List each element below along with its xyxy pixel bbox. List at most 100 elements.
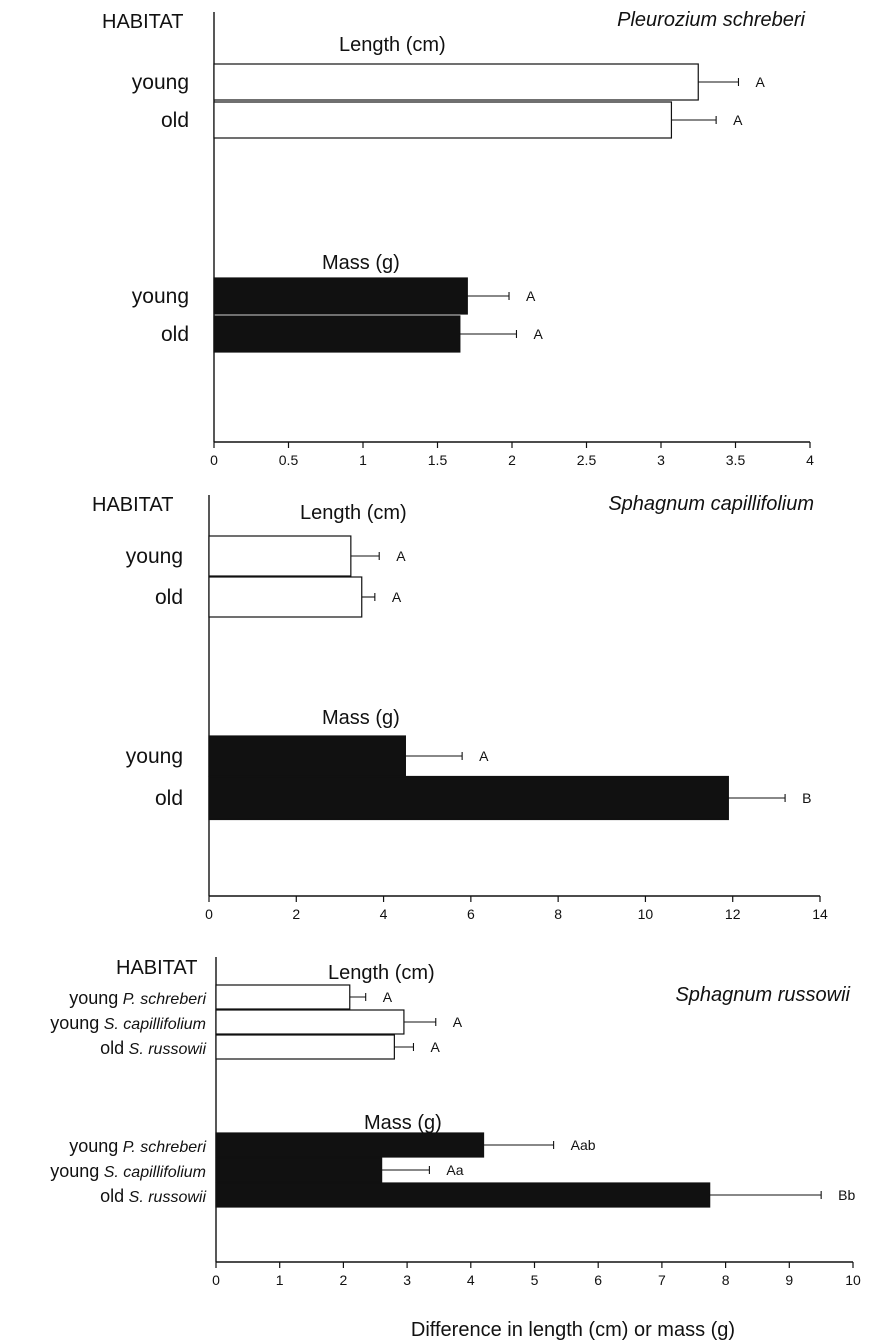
habitat-label: old (161, 323, 189, 346)
bar (208, 735, 406, 777)
category-label: young P. schreberi (69, 988, 206, 1008)
x-tick-label: 3 (657, 452, 665, 468)
significance-letter: A (430, 1039, 440, 1055)
x-tick-label: 10 (845, 1272, 861, 1288)
category-label: young P. schreberi (69, 1136, 206, 1156)
category-label: young (132, 71, 189, 94)
significance-letter: A (383, 989, 393, 1005)
significance-letter: A (755, 74, 765, 90)
bar (215, 1132, 485, 1158)
significance-letter: A (453, 1014, 463, 1030)
significance-letter: B (802, 790, 811, 806)
bar (215, 1182, 711, 1208)
x-axis-label: Difference in length (cm) or mass (g) (411, 1319, 735, 1341)
category-label: young S. capillifolium (50, 1013, 206, 1033)
x-tick-label: 2 (292, 906, 300, 922)
bar (213, 101, 673, 139)
bar (215, 984, 351, 1010)
x-tick-label: 5 (531, 1272, 539, 1288)
habitat-label: young (69, 1136, 118, 1156)
bar (215, 1157, 383, 1183)
group-label-mass: Mass (g) (364, 1112, 442, 1134)
bar (213, 277, 468, 315)
x-tick-label: 4 (467, 1272, 475, 1288)
x-tick-label: 0 (205, 906, 213, 922)
species-label: S. russowii (124, 1189, 206, 1206)
significance-letter: A (526, 288, 536, 304)
x-tick-label: 9 (785, 1272, 793, 1288)
x-tick-label: 4 (380, 906, 388, 922)
habitat-heading: HABITAT (116, 957, 197, 979)
panel-pleurozium-schreberi: HABITAT Pleurozium schreberi Length (cm)… (102, 9, 814, 468)
habitat-label: old (100, 1038, 124, 1058)
habitat-label: young (126, 745, 183, 768)
habitat-label: old (161, 109, 189, 132)
significance-letter: A (733, 112, 743, 128)
bar (208, 775, 729, 821)
habitat-label: young (69, 988, 118, 1008)
significance-letter: A (396, 548, 406, 564)
x-tick-label: 0.5 (279, 452, 299, 468)
habitat-label: young (132, 285, 189, 308)
habitat-label: young (126, 545, 183, 568)
significance-letter: Aa (446, 1162, 463, 1178)
x-tick-label: 10 (638, 906, 654, 922)
significance-letter: A (392, 589, 402, 605)
species-label: S. capillifolium (99, 1164, 206, 1181)
panel-sphagnum-russowii: HABITAT Sphagnum russowii Length (cm) Ma… (50, 957, 861, 1341)
category-label: young S. capillifolium (50, 1161, 206, 1181)
x-tick-label: 3.5 (726, 452, 746, 468)
x-tick-label: 7 (658, 1272, 666, 1288)
habitat-label: young (50, 1161, 99, 1181)
significance-letter: A (533, 326, 543, 342)
group-label-length: Length (cm) (339, 34, 446, 56)
bar (213, 315, 461, 353)
habitat-label: young (50, 1013, 99, 1033)
group-label-length: Length (cm) (328, 962, 435, 984)
x-tick-label: 1.5 (428, 452, 448, 468)
panel-title: Sphagnum capillifolium (608, 493, 814, 515)
x-tick-label: 1 (359, 452, 367, 468)
x-tick-label: 0 (212, 1272, 220, 1288)
panel-title: Sphagnum russowii (675, 984, 850, 1006)
habitat-label: old (100, 1186, 124, 1206)
category-label: young (132, 285, 189, 308)
x-tick-label: 3 (403, 1272, 411, 1288)
category-label: old (155, 787, 183, 810)
significance-letter: Bb (838, 1187, 855, 1203)
x-tick-label: 6 (594, 1272, 602, 1288)
significance-letter: A (479, 748, 489, 764)
group-label-mass: Mass (g) (322, 252, 400, 274)
x-tick-label: 0 (210, 452, 218, 468)
group-label-length: Length (cm) (300, 502, 407, 524)
x-tick-label: 6 (467, 906, 475, 922)
x-tick-label: 4 (806, 452, 814, 468)
species-label: P. schreberi (118, 991, 206, 1008)
bar (213, 63, 699, 101)
habitat-heading: HABITAT (92, 494, 173, 516)
bar (215, 1009, 405, 1035)
significance-letter: Aab (571, 1137, 596, 1153)
category-label: old (155, 586, 183, 609)
x-tick-label: 2 (340, 1272, 348, 1288)
x-tick-label: 12 (725, 906, 741, 922)
category-label: old S. russowii (100, 1038, 206, 1058)
habitat-heading: HABITAT (102, 11, 183, 33)
category-label: young (126, 545, 183, 568)
bar (208, 576, 363, 618)
habitat-label: old (155, 586, 183, 609)
x-tick-label: 8 (722, 1272, 730, 1288)
bar (215, 1034, 395, 1060)
category-label: old S. russowii (100, 1186, 206, 1206)
category-label: young (126, 745, 183, 768)
habitat-label: old (155, 787, 183, 810)
x-tick-label: 8 (554, 906, 562, 922)
x-tick-label: 2 (508, 452, 516, 468)
x-tick-label: 14 (812, 906, 828, 922)
x-tick-label: 2.5 (577, 452, 597, 468)
species-label: S. russowii (124, 1041, 206, 1058)
group-label-mass: Mass (g) (322, 707, 400, 729)
species-label: P. schreberi (118, 1139, 206, 1156)
